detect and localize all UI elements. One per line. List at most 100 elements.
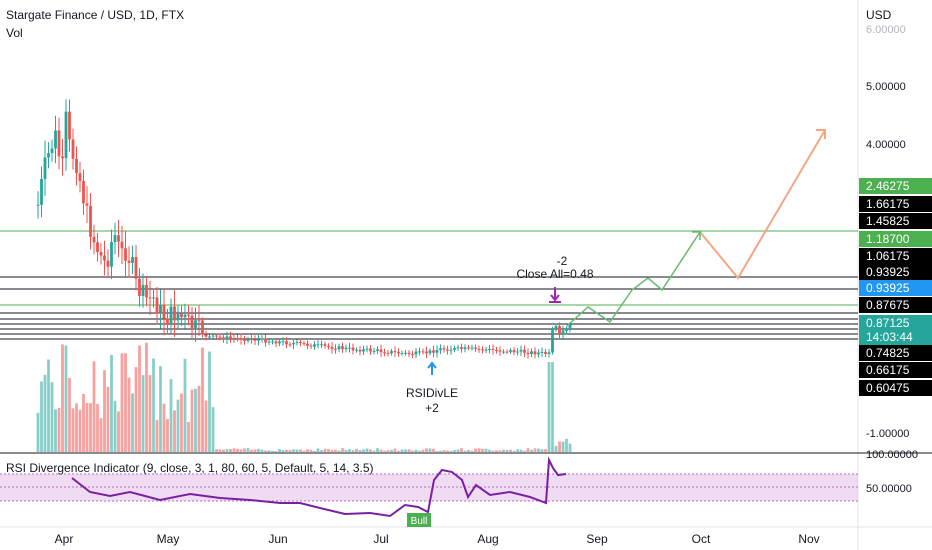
candle-body bbox=[509, 350, 512, 352]
candle-body bbox=[75, 158, 78, 174]
x-tick: May bbox=[157, 532, 180, 546]
candle-body bbox=[201, 320, 204, 335]
buy-arrow-icon bbox=[427, 361, 437, 375]
volume-bar bbox=[257, 448, 260, 452]
arrow-head-icon bbox=[816, 129, 826, 139]
volume-bar bbox=[334, 449, 337, 452]
candle-body bbox=[421, 351, 425, 353]
price-badge-value: 1.45825 bbox=[866, 214, 910, 228]
candle-body bbox=[36, 204, 40, 206]
candle-body bbox=[330, 346, 334, 349]
candle-body bbox=[358, 349, 362, 352]
volume-bar bbox=[379, 449, 383, 452]
price-badge bbox=[859, 213, 932, 229]
volume-bar bbox=[558, 441, 561, 452]
price-badge-value: 0.93925 bbox=[866, 265, 910, 279]
candle-body bbox=[117, 235, 120, 242]
volume-bar bbox=[369, 449, 372, 452]
candle-body bbox=[554, 326, 558, 330]
close-all-label: Close All=0.48 bbox=[516, 267, 593, 281]
candle-body bbox=[208, 336, 211, 338]
candle-body bbox=[197, 320, 201, 322]
rsi-axis-tick: 100.00000 bbox=[866, 449, 918, 461]
candle-body bbox=[271, 341, 274, 343]
candle-body bbox=[365, 348, 369, 350]
candle-body bbox=[85, 203, 89, 206]
candle-body bbox=[418, 351, 421, 353]
candle-body bbox=[173, 306, 176, 321]
volume-bar bbox=[306, 449, 309, 452]
candle-body bbox=[467, 347, 470, 349]
volume-bar bbox=[208, 351, 211, 452]
volume-bar bbox=[85, 402, 89, 452]
candle-body bbox=[446, 349, 449, 351]
candle-body bbox=[236, 338, 239, 340]
candle-body bbox=[225, 336, 229, 340]
price-badge-value: 2.46275 bbox=[866, 179, 910, 193]
candle-body bbox=[169, 306, 173, 325]
bull-badge bbox=[407, 513, 431, 527]
volume-bar bbox=[351, 450, 355, 452]
volume-bar bbox=[526, 448, 530, 452]
candle-body bbox=[484, 349, 488, 351]
volume-bar bbox=[99, 418, 103, 452]
volume-bar bbox=[96, 404, 99, 452]
volume-bar bbox=[309, 449, 313, 452]
candle-body bbox=[309, 345, 313, 347]
volume-bar bbox=[470, 450, 474, 452]
volume-bar bbox=[313, 450, 316, 452]
candle-body bbox=[57, 130, 61, 157]
volume-bar bbox=[505, 449, 509, 452]
volume-bar bbox=[190, 389, 194, 452]
candle-body bbox=[218, 336, 222, 338]
candle-body bbox=[211, 335, 215, 337]
volume-bar bbox=[250, 449, 253, 452]
volume-bar bbox=[540, 449, 544, 452]
candle-body bbox=[495, 349, 498, 351]
candle-body bbox=[250, 338, 253, 340]
x-tick: Jun bbox=[268, 532, 287, 546]
candles bbox=[36, 99, 572, 359]
volume-bar bbox=[75, 403, 78, 452]
candle-body bbox=[355, 349, 358, 351]
price-badge bbox=[859, 280, 932, 296]
volume-bar bbox=[519, 449, 523, 452]
candle-body bbox=[323, 344, 327, 346]
volume-bar bbox=[463, 450, 467, 452]
candle-body bbox=[295, 342, 299, 344]
volume-bar bbox=[36, 412, 40, 452]
price-badge bbox=[859, 345, 932, 361]
volume-bar bbox=[40, 381, 43, 452]
volume-bar bbox=[78, 409, 82, 452]
volume-bar bbox=[134, 367, 138, 452]
x-tick: Aug bbox=[477, 532, 498, 546]
volume-bar bbox=[68, 377, 71, 452]
candle-body bbox=[432, 350, 435, 353]
volume-bar bbox=[145, 342, 148, 452]
candle-body bbox=[488, 348, 491, 350]
candle-body bbox=[92, 236, 96, 243]
candle-body bbox=[540, 351, 544, 353]
price-badge bbox=[859, 315, 932, 345]
candle-body bbox=[187, 314, 190, 316]
volume-bar bbox=[365, 448, 369, 452]
candle-body bbox=[89, 205, 92, 237]
volume-bar bbox=[439, 450, 442, 452]
candle-body bbox=[341, 346, 344, 350]
rsi-entry-qty: +2 bbox=[425, 401, 439, 415]
price-badge bbox=[859, 362, 932, 378]
volume-bar bbox=[400, 449, 404, 452]
volume-bar bbox=[502, 449, 505, 452]
candle-body bbox=[442, 348, 446, 350]
volume-bar bbox=[565, 438, 568, 452]
price-badge bbox=[859, 196, 932, 212]
volume-bar bbox=[299, 449, 302, 452]
candle-body bbox=[148, 297, 152, 299]
candle-body bbox=[390, 351, 393, 354]
candle-body bbox=[246, 338, 250, 341]
y-tick: 4.00000 bbox=[866, 139, 906, 151]
candle-body bbox=[320, 344, 323, 346]
candle-body bbox=[257, 339, 260, 341]
x-tick: Nov bbox=[798, 532, 819, 546]
